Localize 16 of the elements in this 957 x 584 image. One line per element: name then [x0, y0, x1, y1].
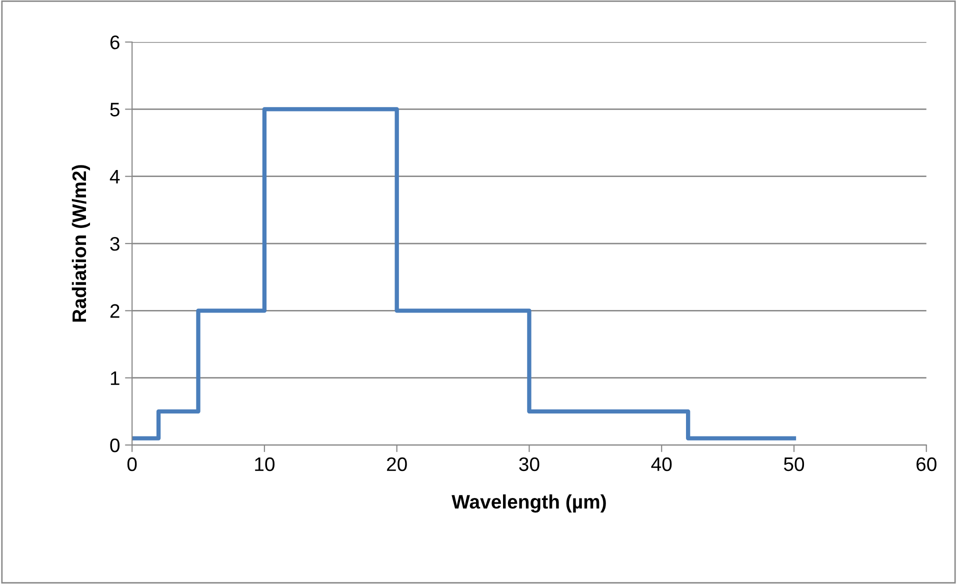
- y-axis-title: Radiation (W/m2): [72, 165, 90, 322]
- y-tick-label: 5: [110, 102, 120, 116]
- y-tick-label: 1: [110, 372, 120, 385]
- x-axis-title: Wavelength (µm): [452, 494, 606, 513]
- y-tick-label: 2: [110, 304, 120, 318]
- y-tick-label: 0: [110, 438, 120, 452]
- y-tick-label: 4: [110, 170, 120, 184]
- x-tick-label: 0: [127, 457, 137, 472]
- x-tick-label: 40: [651, 457, 672, 472]
- y-tick-label: 3: [110, 236, 120, 251]
- x-tick-label: 50: [784, 457, 804, 472]
- x-tick-label: 20: [387, 457, 407, 472]
- x-tick-label: 10: [255, 457, 275, 472]
- y-tick-label: 6: [110, 36, 120, 50]
- x-tick-label: 30: [519, 457, 540, 472]
- x-tick-label: 60: [916, 457, 936, 472]
